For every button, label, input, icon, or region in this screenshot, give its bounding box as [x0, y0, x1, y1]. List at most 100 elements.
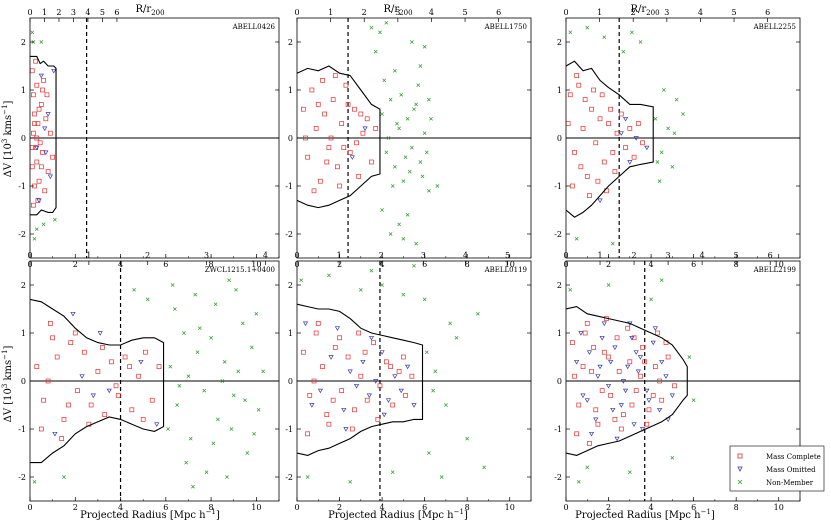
y-tick-label: 1 [288, 329, 293, 338]
point-non-member [216, 417, 220, 422]
point-mass-omitted [411, 403, 417, 408]
point-mass-complete [349, 426, 355, 432]
top-tick-label: 6 [768, 251, 773, 260]
point-non-member [568, 287, 573, 292]
top-tick-label: 0 [27, 8, 32, 17]
x-tick-label: 8 [734, 503, 739, 512]
point-mass-complete [75, 388, 80, 393]
point-mass-complete [403, 393, 408, 398]
point-non-member [424, 150, 429, 155]
point-non-member [424, 350, 429, 355]
top-tick-label: 2 [362, 8, 367, 17]
point-mass-complete [599, 388, 605, 393]
point-mass-omitted [588, 431, 595, 437]
point-mass-omitted [392, 374, 398, 379]
point-mass-complete [373, 126, 379, 131]
y-tick-label: 2 [288, 281, 293, 290]
point-mass-complete [584, 174, 590, 179]
point-mass-complete [44, 92, 50, 98]
point-mass-omitted [328, 355, 334, 360]
point-mass-complete [129, 407, 135, 413]
top-tick-label: 2 [145, 251, 150, 260]
x-tick-label: 2 [606, 503, 611, 512]
point-mass-complete [127, 364, 132, 369]
point-mass-complete [606, 354, 611, 360]
point-non-member [358, 287, 363, 292]
y-tick-label: -2 [18, 230, 26, 239]
point-non-member [384, 150, 389, 155]
point-non-member [41, 222, 46, 227]
x-tick-label: 2 [73, 503, 78, 512]
cluster-name: ABELL0119 [484, 266, 527, 274]
point-mass-complete [332, 73, 338, 78]
top-tick-label: 6 [114, 8, 119, 17]
point-non-member [414, 102, 418, 107]
point-mass-omitted [398, 388, 404, 394]
legend-box [729, 445, 825, 492]
point-non-member [204, 470, 209, 475]
point-mass-complete [589, 369, 594, 374]
point-mass-complete [567, 92, 573, 98]
point-non-member [32, 236, 37, 241]
point-non-member [610, 241, 615, 246]
point-mass-complete [35, 121, 41, 126]
point-non-member [191, 484, 195, 489]
point-mass-complete [301, 106, 306, 112]
point-non-member [397, 126, 401, 131]
y-tick-label: -1 [285, 182, 293, 191]
point-mass-complete [330, 97, 336, 102]
point-mass-omitted [42, 126, 48, 132]
point-mass-complete [587, 441, 592, 446]
point-mass-complete [618, 111, 624, 117]
point-mass-omitted [366, 393, 372, 399]
top-tick-label: 0 [294, 251, 299, 260]
point-mass-complete [40, 87, 45, 93]
point-mass-omitted [349, 155, 355, 160]
point-non-member [256, 407, 261, 412]
point-mass-complete [33, 58, 39, 64]
y-tick-label: -1 [18, 425, 26, 434]
point-mass-omitted [601, 321, 607, 327]
caustic-curve [30, 298, 165, 464]
top-tick-label: 0 [563, 251, 568, 260]
top-tick-label: 3 [421, 251, 426, 260]
point-mass-complete [48, 321, 53, 326]
point-mass-complete [595, 178, 601, 184]
point-mass-complete [572, 373, 577, 379]
x-tick-label: 6 [422, 503, 427, 512]
point-mass-complete [122, 354, 128, 360]
point-non-member [53, 217, 57, 222]
point-non-member [420, 174, 425, 179]
y-tick-label: -2 [554, 473, 562, 482]
top-tick-label: 0 [294, 8, 299, 17]
point-mass-complete [31, 92, 36, 98]
point-mass-complete [377, 383, 383, 389]
top-tick-label: 3 [204, 251, 209, 260]
point-mass-omitted [646, 398, 652, 403]
point-mass-complete [576, 402, 582, 408]
y-tick-label: 1 [21, 329, 26, 338]
x-tick-label: 2 [337, 503, 342, 512]
point-mass-complete [369, 159, 374, 165]
point-non-member [252, 431, 256, 436]
y-tick-label: 0 [21, 377, 26, 386]
legend-label-complete: Mass Complete [766, 453, 821, 461]
point-non-member [674, 97, 679, 102]
point-mass-omitted [580, 393, 586, 399]
x-tick-label: 4 [380, 260, 385, 269]
point-non-member [482, 465, 487, 470]
point-mass-complete [621, 412, 626, 417]
point-non-member [691, 398, 696, 403]
point-mass-omitted [34, 145, 40, 151]
point-mass-complete [326, 421, 332, 427]
point-mass-complete [332, 345, 338, 350]
top-tick-label: 1 [597, 8, 602, 17]
point-non-member [427, 188, 431, 193]
point-non-member [145, 297, 150, 302]
top-tick-label: 4 [698, 8, 703, 17]
point-non-member [305, 475, 310, 479]
point-non-member [448, 321, 453, 326]
top-tick-label: 3 [71, 8, 76, 17]
point-mass-complete [614, 130, 620, 136]
y-tick-label: -1 [554, 425, 562, 434]
